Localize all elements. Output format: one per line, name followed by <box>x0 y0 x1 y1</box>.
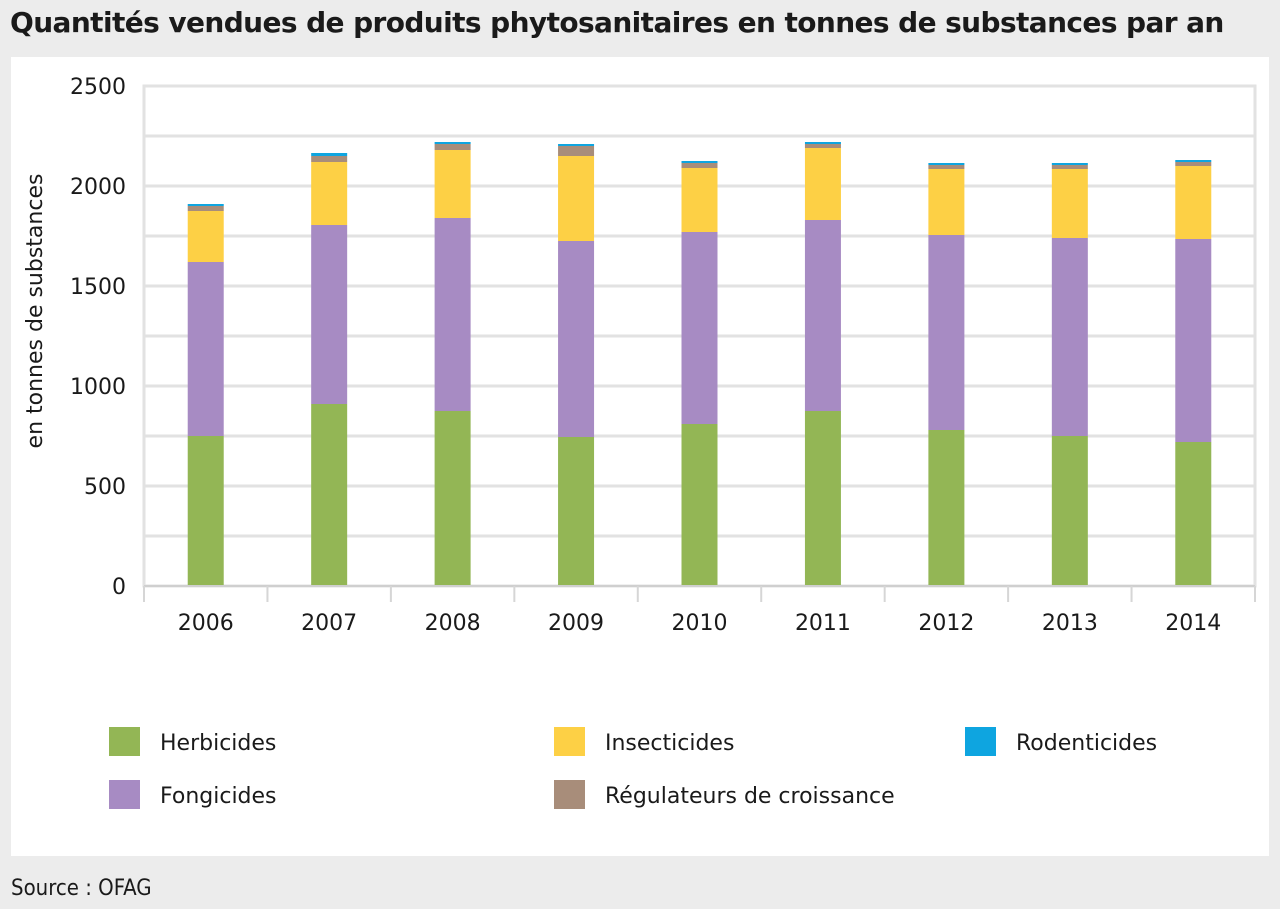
legend-swatch <box>554 727 585 756</box>
bar-segment <box>928 165 965 169</box>
y-tick-label: 0 <box>112 575 126 600</box>
legend-swatch <box>554 780 585 809</box>
legend-label: Insecticides <box>605 731 734 756</box>
bar-segment <box>558 146 595 156</box>
y-tick-label: 1500 <box>70 275 126 300</box>
bar-segment <box>804 144 841 148</box>
bar-segment <box>558 156 595 241</box>
bar-segment <box>558 437 595 586</box>
bar-segment <box>187 262 224 436</box>
bar-segment <box>804 148 841 220</box>
bar-segment <box>928 430 965 586</box>
bar-segment <box>928 169 965 235</box>
bar-segment <box>804 142 841 144</box>
bar-segment <box>804 411 841 586</box>
bar-segment <box>434 142 471 144</box>
bar-segment <box>804 220 841 411</box>
x-tick-label: 2010 <box>672 611 728 636</box>
legend-swatch <box>965 727 996 756</box>
bar-segment <box>681 424 718 586</box>
bar-segment <box>311 153 348 156</box>
stacked-bar-chart: 0 500 1000 1500 2000 2500 en tonnes de substan… <box>23 75 1257 809</box>
bar-segment <box>681 232 718 424</box>
bar-segment <box>558 144 595 146</box>
bar-segment <box>1175 162 1212 166</box>
bar-segment <box>681 161 718 163</box>
bar-segment <box>1051 165 1088 169</box>
bar-segment <box>1051 169 1088 238</box>
bar-segment <box>187 206 224 211</box>
y-tick-label: 2000 <box>70 175 126 200</box>
legend-label: Fongicides <box>160 784 277 809</box>
bar-segment <box>1051 238 1088 436</box>
y-axis-label: en tonnes de substances <box>23 174 48 449</box>
x-tick-label: 2014 <box>1165 611 1221 636</box>
bar-segment <box>681 168 718 232</box>
source-note: Source : OFAG <box>11 876 152 901</box>
y-tick-label: 2500 <box>70 75 126 100</box>
bar-segment <box>434 144 471 150</box>
bars <box>187 142 1212 586</box>
bar-segment <box>434 411 471 586</box>
y-tick-label: 1000 <box>70 375 126 400</box>
x-tick-label: 2011 <box>795 611 851 636</box>
bar-segment <box>187 204 224 206</box>
chart-panel: 0 500 1000 1500 2000 2500 en tonnes de substan… <box>11 57 1269 856</box>
bar-segment <box>187 211 224 262</box>
bar-segment <box>928 235 965 430</box>
bar-segment <box>1175 166 1212 239</box>
bar-segment <box>311 404 348 586</box>
legend: Herbicides Insecticides Rodenticides Fongic… <box>109 727 1157 809</box>
x-tick-label: 2013 <box>1042 611 1098 636</box>
bar-segment <box>187 436 224 586</box>
y-tick-label: 500 <box>84 475 126 500</box>
bar-segment <box>558 241 595 437</box>
legend-label: Rodenticides <box>1016 731 1157 756</box>
axes: 0 500 1000 1500 2000 2500 en tonnes de substan… <box>23 75 1256 636</box>
legend-swatch <box>109 727 140 756</box>
bar-segment <box>1175 160 1212 162</box>
x-tick-label: 2012 <box>918 611 974 636</box>
bar-segment <box>681 163 718 168</box>
bar-segment <box>1175 442 1212 586</box>
bar-segment <box>1175 239 1212 442</box>
bar-segment <box>928 163 965 165</box>
legend-swatch <box>109 780 140 809</box>
x-tick-label: 2008 <box>425 611 481 636</box>
x-tick-label: 2009 <box>548 611 604 636</box>
bar-segment <box>434 150 471 218</box>
legend-label: Régulateurs de croissance <box>605 784 895 809</box>
chart-title: Quantités vendues de produits phytosanit… <box>10 6 1224 39</box>
bar-segment <box>434 218 471 411</box>
x-tick-label: 2007 <box>301 611 357 636</box>
bar-segment <box>311 225 348 404</box>
legend-label: Herbicides <box>160 731 276 756</box>
x-tick-label: 2006 <box>178 611 234 636</box>
bar-segment <box>311 162 348 225</box>
bar-segment <box>311 156 348 162</box>
bar-segment <box>1051 163 1088 165</box>
bar-segment <box>1051 436 1088 586</box>
